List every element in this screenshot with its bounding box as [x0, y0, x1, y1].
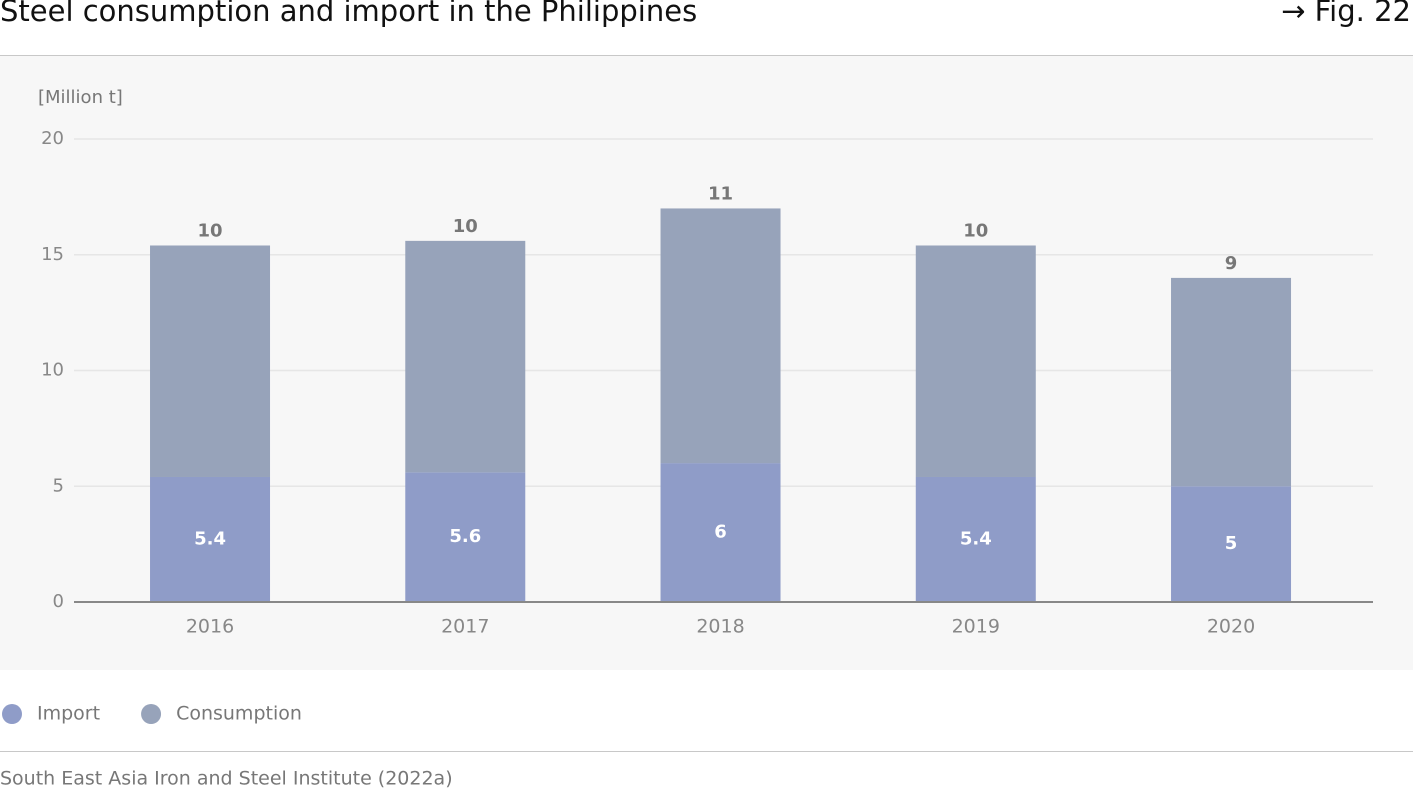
- bar-segment: [660, 208, 781, 464]
- value-label: 10: [197, 220, 222, 241]
- y-tick-label: 20: [41, 128, 64, 149]
- y-axis-label: [Million t]: [38, 87, 123, 108]
- x-tick-label: 2020: [1207, 616, 1255, 638]
- bar-segment: [150, 476, 271, 602]
- legend-marker: [2, 704, 22, 724]
- value-label: 5.4: [194, 528, 226, 549]
- value-label: 9: [1225, 253, 1238, 274]
- bar-segment: [915, 245, 1036, 477]
- bar-segment: [660, 463, 781, 602]
- value-label: 5.4: [960, 528, 992, 549]
- source: South East Asia Iron and Steel Institute…: [0, 768, 453, 790]
- x-tick-label: 2016: [186, 616, 234, 638]
- y-tick-label: 10: [41, 360, 64, 381]
- y-tick-label: 0: [53, 591, 64, 612]
- value-label: 11: [708, 183, 733, 204]
- x-tick-label: 2018: [696, 616, 744, 638]
- value-label: 5: [1225, 533, 1238, 554]
- legend-label: Import: [37, 703, 100, 725]
- value-label: 6: [714, 522, 727, 543]
- bar-segment: [1171, 486, 1292, 602]
- bar-segment: [405, 240, 526, 473]
- legend-label: Consumption: [176, 703, 302, 725]
- value-label: 10: [453, 216, 478, 237]
- value-label: 10: [963, 220, 988, 241]
- figure-label: → Fig. 22: [1281, 0, 1411, 28]
- bar-segment: [150, 245, 271, 477]
- y-tick-label: 15: [41, 244, 64, 265]
- x-tick-label: 2019: [952, 616, 1000, 638]
- bar-segment: [915, 476, 1036, 602]
- value-label: 5.6: [449, 526, 481, 547]
- chart-title: Steel consumption and import in the Phil…: [0, 0, 697, 28]
- x-tick-label: 2017: [441, 616, 489, 638]
- y-tick-label: 5: [53, 475, 64, 496]
- bar-segment: [405, 472, 526, 602]
- legend-marker: [141, 704, 162, 724]
- bar-segment: [1171, 277, 1292, 487]
